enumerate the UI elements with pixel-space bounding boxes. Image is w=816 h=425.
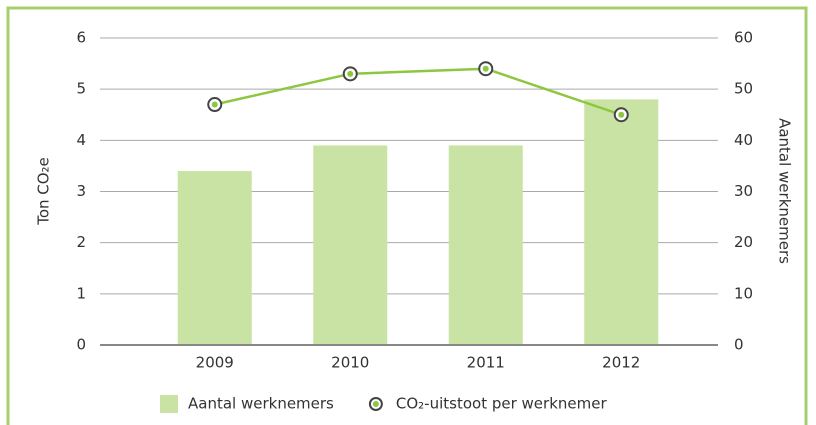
legend-label: Aantal werknemers	[188, 395, 334, 413]
legend-swatch	[160, 395, 178, 413]
bar	[313, 145, 388, 345]
frame	[6, 6, 808, 425]
marker-dot	[482, 65, 489, 72]
y2-tick-label: 10	[734, 284, 753, 302]
x-tick-label: 2010	[331, 354, 369, 372]
y-axis-label: Ton CO₂e	[35, 157, 53, 226]
marker-dot	[347, 70, 354, 77]
y-tick-label: 0	[76, 336, 86, 354]
marker-dot	[618, 111, 625, 118]
y2-tick-label: 0	[734, 336, 744, 354]
legend-label: CO₂-uitstoot per werknemer	[396, 395, 608, 413]
y2-tick-label: 20	[734, 233, 753, 251]
legend-marker-dot	[372, 401, 379, 407]
y-tick-label: 3	[76, 182, 86, 200]
marker-dot	[211, 101, 218, 108]
line	[214, 67, 622, 116]
y-tick-label: 2	[76, 233, 86, 251]
y2-tick-label: 30	[734, 182, 753, 200]
y-tick-label: 4	[76, 131, 86, 149]
y-tick-label: 1	[76, 284, 86, 302]
bar	[177, 171, 252, 345]
x-tick-label: 2009	[196, 354, 234, 372]
y2-tick-label: 60	[734, 29, 753, 47]
x-tick-label: 2012	[602, 354, 640, 372]
y-tick-label: 6	[76, 29, 86, 47]
bar	[448, 145, 523, 345]
x-tick-label: 2011	[467, 354, 505, 372]
y2-tick-label: 40	[734, 131, 753, 149]
y2-axis-label: Aantal werknemers	[776, 118, 794, 264]
y-tick-label: 5	[76, 80, 86, 98]
bar	[584, 99, 659, 346]
y2-tick-label: 50	[734, 80, 753, 98]
